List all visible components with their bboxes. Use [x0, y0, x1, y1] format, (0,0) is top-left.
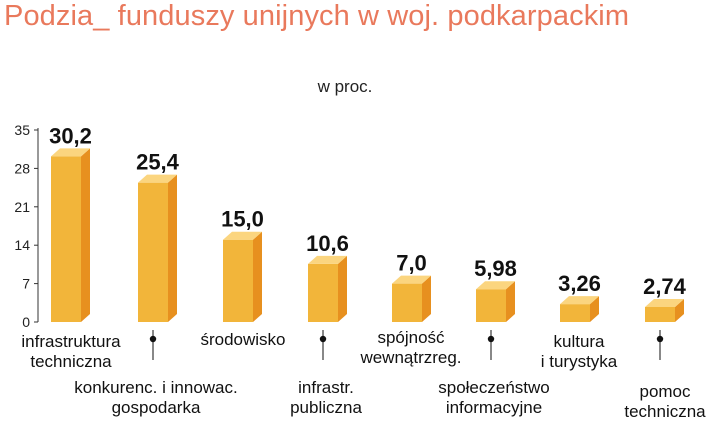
label-leader-dot	[319, 335, 327, 343]
bar-top	[476, 281, 515, 290]
value-label: 25,4	[136, 150, 180, 175]
bar	[645, 298, 684, 322]
value-label: 7,0	[396, 251, 427, 276]
label-leader-dot	[149, 335, 157, 343]
bar-front	[476, 289, 506, 322]
bar-front	[560, 304, 590, 322]
bar-side	[590, 296, 599, 322]
bar-front	[645, 306, 675, 322]
bar	[308, 255, 347, 322]
value-label: 10,6	[306, 231, 349, 256]
bar-side	[338, 255, 347, 322]
bar-top	[645, 298, 684, 307]
value-label: 5,98	[474, 256, 517, 281]
bar-top	[392, 275, 431, 284]
label-leader-dot	[656, 335, 664, 343]
bar	[392, 275, 431, 322]
bar	[476, 281, 515, 322]
bar-side	[422, 275, 431, 322]
value-label: 3,26	[558, 271, 601, 296]
bar-side	[168, 174, 177, 322]
y-tick-label: 21	[14, 199, 30, 215]
category-label: infrastr. publiczna	[290, 378, 362, 417]
bar-front	[51, 156, 81, 322]
chart-title: Podzia_ funduszy unijnych w woj. podkarp…	[4, 0, 630, 32]
category-label: infrastruktura techniczna	[21, 332, 121, 371]
value-label: 2,74	[643, 274, 687, 299]
bar-side	[506, 281, 515, 322]
value-label: 30,2	[49, 123, 92, 148]
bar	[51, 148, 90, 322]
bar-top	[138, 174, 177, 183]
bar-top	[51, 148, 90, 157]
category-label: kultura i turystyka	[541, 332, 618, 371]
category-label: spójność wewnątrzreg.	[359, 328, 461, 367]
bar	[560, 296, 599, 322]
bar-front	[138, 182, 168, 322]
category-label: społeczeństwo informacyjne	[438, 378, 550, 417]
y-tick-label: 7	[22, 276, 30, 292]
bar	[138, 174, 177, 322]
category-label: pomoc techniczna	[624, 382, 706, 421]
value-label: 15,0	[221, 207, 264, 232]
chart-subtitle: w proc.	[317, 77, 373, 96]
bar-front	[392, 283, 422, 322]
label-leader-dot	[487, 335, 495, 343]
bar	[223, 231, 262, 322]
y-tick-label: 28	[14, 160, 30, 176]
bar-front	[223, 239, 253, 322]
y-tick-label: 35	[14, 122, 30, 138]
category-label: konkurenc. i innowac. gospodarka	[74, 378, 237, 417]
bar-top	[308, 255, 347, 264]
bar-front	[308, 263, 338, 322]
bar-side	[81, 148, 90, 322]
bar-top	[223, 231, 262, 240]
bar-top	[560, 296, 599, 305]
bar-side	[253, 231, 262, 322]
category-label: środowisko	[200, 330, 285, 349]
bar-side	[675, 298, 684, 322]
y-tick-label: 0	[22, 314, 30, 330]
y-tick-label: 14	[14, 237, 30, 253]
